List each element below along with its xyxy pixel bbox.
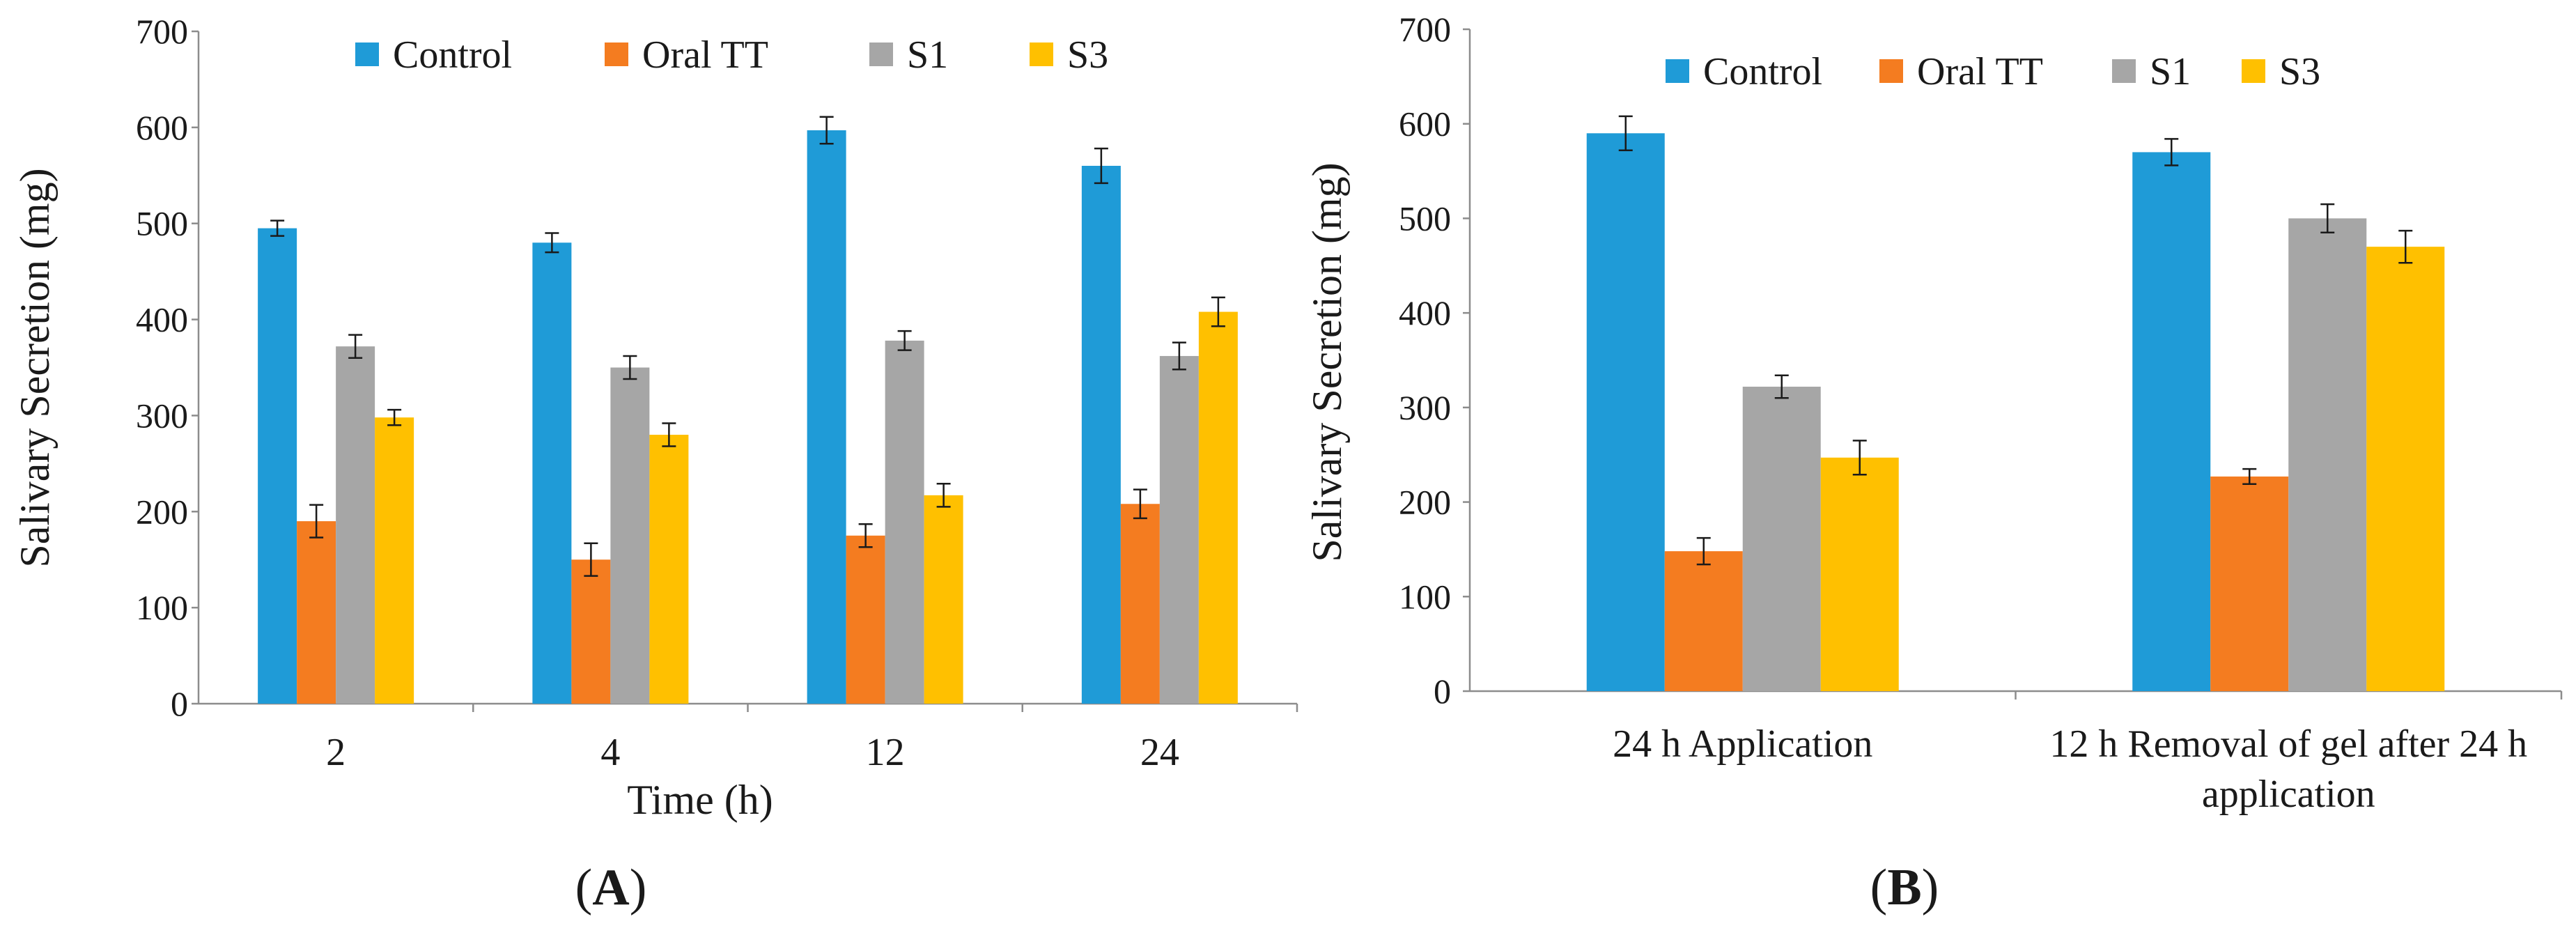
y-tick-label: 0 [1434,672,1451,711]
x-tick-label: 24 h Application [1613,722,1872,766]
legend-swatch [869,42,893,66]
bar-s1 [336,346,375,704]
bar-control [2132,152,2211,691]
y-axis-title: Salivary Secretion (mg) [12,168,58,567]
legend-swatch [605,42,628,66]
bar-s3 [649,435,689,704]
x-axis-title: Time (h) [627,777,773,823]
y-tick-label: 100 [1399,577,1451,616]
bar-s3 [924,495,963,704]
bar-oral-tt [1664,551,1743,691]
bar-oral-tt [571,559,611,704]
y-tick-label: 600 [136,108,188,147]
panel-letter: B [1887,859,1921,916]
x-tick-label: 12 h Removal of gel after 24 h applicatio… [2049,722,2527,816]
legend-label: S1 [2150,50,2191,93]
legend-label: Oral TT [642,33,768,77]
legend-label: Control [1703,50,1822,93]
x-tick-label: 24 [1140,731,1179,774]
bar-control [532,242,572,704]
y-tick-label: 300 [1399,388,1451,427]
y-tick-label: 200 [1399,483,1451,522]
chart-panel-b: 0 100 200 300 400 500 600 700 Salivary Secretion… [1304,10,2563,916]
bar-s3 [2366,247,2445,692]
panel-letter: A [592,859,629,916]
y-tick-label: 0 [171,684,188,723]
legend-label: S3 [1067,33,1108,77]
x-tick-label: 4 [600,731,620,774]
legend-label: S1 [907,33,948,77]
bar-control [1081,166,1121,704]
bar-control [1586,133,1665,692]
y-tick-label: 700 [1399,10,1451,49]
y-tick-label: 300 [136,396,188,435]
legend-swatch [355,42,379,66]
bar-s1 [1742,387,1821,691]
legend-swatch [1666,59,1689,83]
y-tick-label: 600 [1399,105,1451,144]
legend-swatch [2242,59,2265,83]
bar-s3 [1198,311,1238,704]
y-tick-label: 500 [1399,199,1451,238]
legend: Control Oral TT S1 S3 [355,33,1108,77]
bar-oral-tt [1120,504,1160,704]
x-tick-label: 2 [326,731,346,774]
bar-control [258,228,297,704]
y-tick-label: 700 [136,12,188,51]
legend-label: Oral TT [1917,50,2043,93]
legend-swatch [1030,42,1053,66]
bar-s1 [610,367,650,704]
legend-label: Control [393,33,512,77]
legend: Control Oral TT S1 S3 [1666,50,2320,93]
bar-s1 [885,340,924,704]
legend-label: S3 [2279,50,2320,93]
panel-label: (B) [1870,859,1939,916]
x-tick-label: 12 [866,731,905,774]
panel-label: (A) [575,859,647,916]
bar-s3 [375,417,414,704]
legend-swatch [2112,59,2136,83]
y-tick-label: 400 [136,300,188,339]
chart-panel-a: 0 100 200 300 400 500 600 700 Salivary Secretion… [12,12,1298,916]
legend-swatch [1879,59,1903,83]
bar-s1 [1159,355,1199,704]
y-axis-title: Salivary Secretion (mg) [1304,162,1350,562]
bar-oral-tt [297,521,336,704]
bar-s3 [1820,457,1899,691]
bar-oral-tt [846,535,885,704]
bar-s1 [2288,218,2367,691]
bar-control [807,130,846,704]
y-tick-label: 500 [136,204,188,243]
y-tick-label: 400 [1399,293,1451,332]
y-tick-label: 200 [136,492,188,531]
y-tick-label: 100 [136,588,188,627]
bar-oral-tt [2210,476,2289,691]
